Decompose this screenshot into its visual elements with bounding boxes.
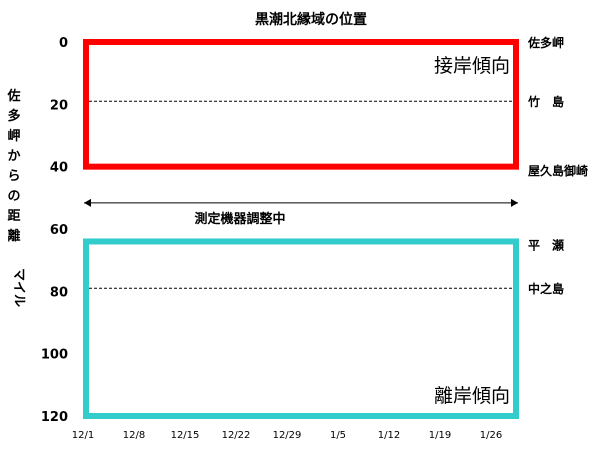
- y-tick-label: 80: [50, 285, 68, 300]
- place-label: 佐多岬: [527, 35, 564, 50]
- x-tick-label: 12/15: [171, 430, 200, 441]
- annotation: 測定機器調整中: [84, 198, 518, 227]
- annotation-label: 測定機器調整中: [194, 211, 285, 227]
- x-tick-label: 1/5: [330, 430, 346, 441]
- y-tick-label: 0: [59, 36, 68, 51]
- y-tick-label: 120: [41, 410, 68, 425]
- reference-lines: [84, 100, 518, 289]
- x-tick-label: 1/19: [429, 430, 451, 441]
- y-tick-label: 40: [50, 161, 68, 176]
- y-tick-label: 20: [50, 98, 68, 113]
- annotation-arrow-right-head: [511, 198, 518, 207]
- y-tick-label: 60: [50, 223, 68, 238]
- x-axis-ticks: 12/1 12/8 12/15 12/22 12/29 1/5 1/12 1/19 1/26: [72, 430, 502, 441]
- y-axis-label-char: 多: [7, 108, 20, 124]
- y-axis-label-char: 距: [7, 209, 20, 224]
- x-tick-label: 12/8: [123, 430, 145, 441]
- zone-label: 離岸傾向: [434, 385, 510, 407]
- x-tick-label: 1/26: [480, 430, 502, 441]
- zone-box: [83, 39, 519, 170]
- annotation-arrow-left-head: [84, 198, 91, 207]
- y-axis-label-char: ら: [7, 169, 20, 184]
- y-axis-ticks: 0 20 40 60 80 100 120: [41, 36, 68, 425]
- y-axis-label-char: の: [7, 189, 20, 204]
- x-tick-label: 12/29: [273, 430, 302, 441]
- zone-box: [83, 238, 519, 419]
- y-axis-label-char: か: [7, 149, 20, 164]
- place-label: 屋久島御崎: [528, 163, 588, 178]
- x-tick-label: 12/22: [222, 430, 251, 441]
- place-label: 中之島: [528, 281, 564, 296]
- y-axis-unit: マイル: [11, 268, 26, 307]
- y-axis-label-char: 離: [7, 228, 20, 244]
- chart-title: 黒潮北縁域の位置: [255, 11, 367, 28]
- y-axis-label-char: 佐: [6, 88, 20, 104]
- zone-label: 接岸傾向: [434, 55, 510, 77]
- x-tick-label: 12/1: [72, 430, 94, 441]
- y-axis-label-char: 岬: [7, 129, 20, 144]
- place-label: 平 瀬: [528, 238, 564, 253]
- place-label: 竹 島: [527, 94, 564, 109]
- x-tick-label: 1/12: [378, 430, 400, 441]
- y-tick-label: 100: [41, 348, 68, 363]
